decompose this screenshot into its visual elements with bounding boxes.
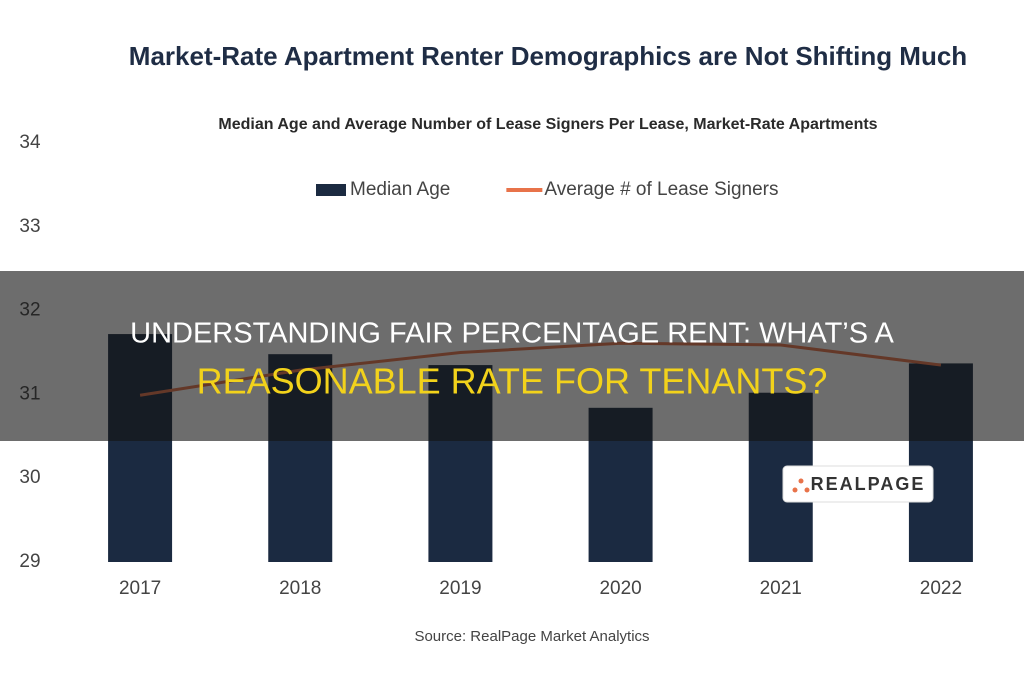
source: Source: RealPage Market Analytics xyxy=(414,628,649,645)
logo-box xyxy=(782,465,934,503)
x-tick-label: 2021 xyxy=(760,578,802,599)
x-tick-label: 2017 xyxy=(119,578,161,599)
banner-line1: UNDERSTANDING FAIR PERCENTAGE RENT: WHAT… xyxy=(130,318,894,350)
legend-swatch xyxy=(316,184,346,196)
banner xyxy=(0,271,1024,441)
x-tick-label: 2022 xyxy=(920,578,962,599)
logo-text: REALPAGE xyxy=(811,474,926,494)
logo-dot xyxy=(804,487,810,493)
x-tick-label: 2019 xyxy=(439,578,481,599)
chart-subtitle: Median Age and Average Number of Lease S… xyxy=(218,116,877,133)
x-tick-label: 2018 xyxy=(279,578,321,599)
y-tick-label: 30 xyxy=(19,467,40,488)
logo: REALPAGE xyxy=(782,465,934,503)
legend-label: Average # of Lease Signers xyxy=(544,179,778,200)
y-tick-label: 33 xyxy=(19,216,40,237)
y-tick-label: 34 xyxy=(19,132,41,153)
x-tick-label: 2020 xyxy=(599,578,641,599)
y-tick-label: 29 xyxy=(19,551,40,572)
logo-dot xyxy=(798,478,804,484)
logo-dot xyxy=(792,487,798,493)
chart-title: Market-Rate Apartment Renter Demographic… xyxy=(129,41,967,71)
banner-line2: REASONABLE RATE FOR TENANTS? xyxy=(197,361,828,402)
legend-label: Median Age xyxy=(350,179,450,200)
plot: 293031323334201720182019202020212022Medi… xyxy=(19,132,973,599)
